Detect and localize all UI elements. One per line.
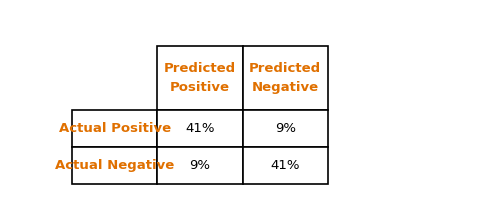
Bar <box>158 46 242 110</box>
Text: Predicted
Positive: Predicted Positive <box>164 62 236 94</box>
Bar <box>158 110 242 147</box>
Bar <box>242 46 328 110</box>
Bar <box>72 147 158 184</box>
Bar <box>242 110 328 147</box>
Text: Predicted
Negative: Predicted Negative <box>249 62 322 94</box>
Bar <box>242 147 328 184</box>
Text: 41%: 41% <box>186 122 215 135</box>
Text: 9%: 9% <box>275 122 296 135</box>
Text: 9%: 9% <box>190 159 210 172</box>
Text: Actual Positive: Actual Positive <box>59 122 171 135</box>
Text: Actual Negative: Actual Negative <box>55 159 174 172</box>
Bar <box>72 110 158 147</box>
Text: 41%: 41% <box>270 159 300 172</box>
Bar <box>158 147 242 184</box>
